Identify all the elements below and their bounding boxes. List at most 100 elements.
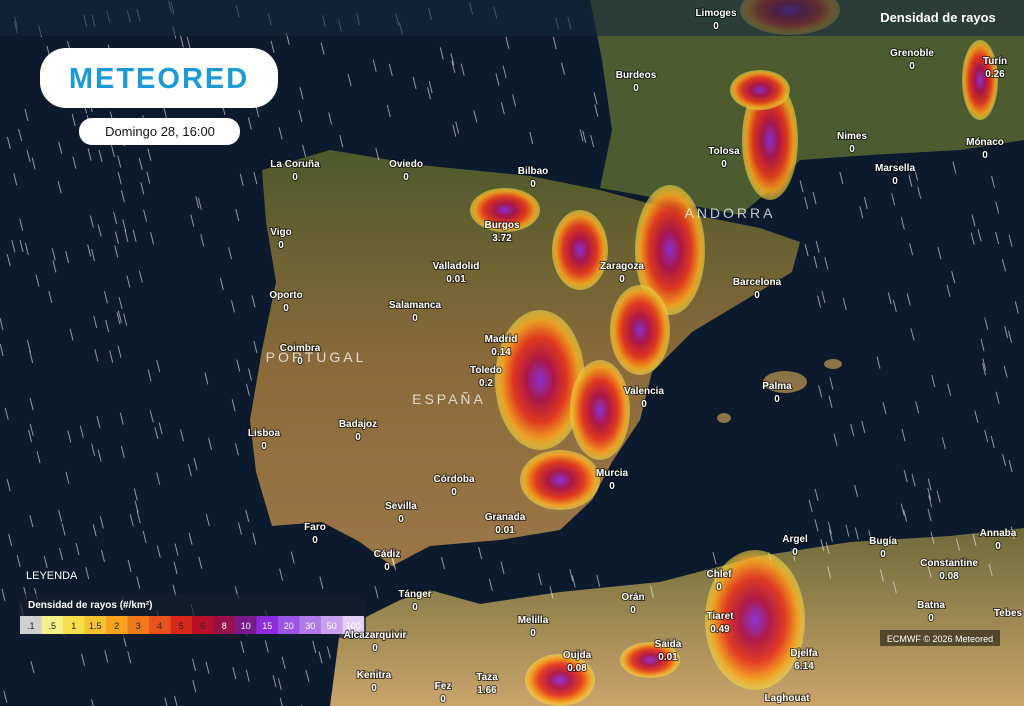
- wind-streak: [124, 229, 129, 243]
- wind-streak: [892, 299, 897, 313]
- city-value: 3.72: [492, 233, 512, 244]
- legend-swatch: [213, 616, 235, 634]
- wind-streak: [174, 543, 179, 556]
- wind-streak: [937, 246, 942, 260]
- city-value: 0.2: [479, 378, 493, 389]
- storm: [520, 450, 600, 510]
- wind-streak: [882, 401, 887, 415]
- wind-streak: [26, 149, 31, 163]
- wind-streak: [339, 134, 344, 148]
- wind-streak: [500, 561, 505, 574]
- wind-streak: [868, 530, 873, 543]
- wind-streak: [529, 131, 534, 145]
- wind-streak: [188, 532, 193, 545]
- wind-streak: [1008, 330, 1012, 343]
- city-name: Alcazarquivir: [344, 630, 407, 641]
- wind-streak: [190, 214, 195, 227]
- wind-streak: [179, 35, 184, 48]
- wind-streak: [561, 62, 566, 75]
- wind-streak: [319, 576, 324, 589]
- wind-streak: [97, 449, 102, 462]
- wind-streak: [180, 429, 184, 442]
- city-name: Salamanca: [389, 300, 442, 311]
- wind-streak: [974, 410, 979, 423]
- date-box[interactable]: [79, 118, 240, 145]
- wind-streak: [488, 578, 493, 591]
- wind-streak: [204, 372, 209, 385]
- wind-streak: [277, 678, 282, 691]
- wind-streak: [52, 260, 57, 273]
- wind-streak: [908, 174, 913, 187]
- wind-streak: [478, 546, 483, 560]
- wind-streak: [104, 650, 109, 663]
- wind-streak: [927, 487, 932, 500]
- wind-streak: [808, 499, 813, 512]
- wind-streak: [1014, 301, 1019, 314]
- wind-streak: [552, 37, 557, 50]
- wind-streak: [386, 104, 391, 118]
- legend-label: .1: [27, 621, 35, 631]
- wind-streak: [138, 270, 143, 283]
- city-name: Bugía: [869, 536, 897, 547]
- wind-streak: [247, 117, 252, 130]
- wind-streak: [59, 547, 63, 561]
- city-value: 0: [909, 61, 915, 72]
- wind-streak: [61, 523, 66, 536]
- legend-swatch: [84, 616, 106, 634]
- city-name: Vigo: [270, 227, 291, 238]
- city-value: 0.26: [985, 69, 1005, 80]
- wind-streak: [67, 430, 72, 443]
- wind-streak: [439, 47, 444, 60]
- wind-streak: [900, 503, 905, 516]
- storm: [742, 80, 798, 200]
- legend-heading: LEYENDA: [26, 570, 78, 582]
- city-name: Córdoba: [433, 474, 475, 485]
- city-name: Taza: [476, 672, 498, 683]
- city-value: 0: [530, 628, 536, 639]
- wind-streak: [278, 127, 283, 140]
- wind-streak: [909, 243, 914, 256]
- wind-streak: [146, 171, 151, 184]
- city-value: 0.01: [658, 652, 678, 663]
- wind-streak: [13, 173, 18, 186]
- wind-streak: [87, 148, 92, 161]
- wind-streak: [947, 383, 952, 396]
- wind-streak: [156, 545, 161, 558]
- wind-streak: [812, 192, 817, 205]
- wind-streak: [192, 658, 197, 672]
- legend-title: Densidad de rayos (#/km²): [28, 600, 152, 611]
- wind-streak: [0, 317, 4, 331]
- wind-streak: [279, 568, 284, 581]
- wind-streak: [208, 437, 213, 451]
- wind-streak: [593, 92, 598, 105]
- legend-swatch: [342, 616, 364, 634]
- wind-streak: [245, 669, 250, 682]
- wind-streak: [235, 208, 240, 222]
- city-name: Toledo: [470, 365, 502, 376]
- wind-streak: [854, 527, 859, 540]
- wind-streak: [390, 555, 395, 568]
- wind-streak: [791, 548, 796, 561]
- wind-streak: [941, 437, 946, 450]
- city-value: 0: [412, 313, 418, 324]
- legend-swatch: [299, 616, 321, 634]
- wind-streak: [824, 257, 829, 270]
- wind-streak: [460, 63, 465, 76]
- wind-streak: [142, 530, 147, 543]
- layer-title: Densidad de rayos: [880, 10, 996, 25]
- city-name: Badajoz: [339, 419, 377, 430]
- wind-streak: [804, 244, 809, 257]
- legend-swatch: [41, 616, 63, 634]
- city-name: Marsella: [875, 163, 915, 174]
- wind-streak: [1008, 459, 1013, 473]
- wind-streak: [236, 359, 241, 372]
- city-value: 0: [880, 549, 886, 560]
- city-value: 0: [641, 399, 647, 410]
- wind-streak: [43, 555, 48, 569]
- legend-scale: .1 .5 1 1.5 2 3 4 5 6 8 10 15 20 30 50 100: [20, 616, 364, 634]
- wind-streak: [579, 129, 584, 142]
- wind-streak: [245, 383, 250, 396]
- wind-streak: [129, 514, 134, 527]
- wind-streak: [0, 343, 4, 357]
